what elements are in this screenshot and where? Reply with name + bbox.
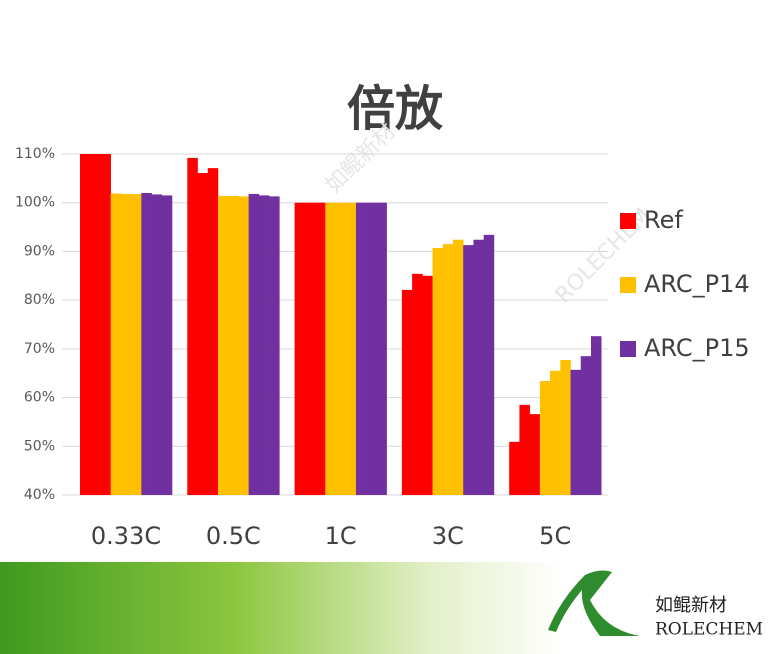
bar [570, 369, 582, 495]
bar [483, 234, 495, 495]
logo [548, 570, 640, 636]
y-tick-label: 40% [24, 487, 55, 503]
bar [120, 193, 132, 495]
bar [248, 193, 260, 495]
bar [304, 202, 316, 495]
legend-swatch [620, 341, 636, 357]
bar [315, 202, 326, 495]
bar [258, 195, 270, 495]
bar [197, 172, 209, 495]
legend-label: ARC_P14 [644, 270, 750, 298]
bar [187, 157, 198, 495]
bar [473, 239, 484, 495]
bar [80, 154, 91, 495]
chart-title: 倍放 [347, 81, 443, 137]
bar [325, 202, 336, 495]
legend-label: Ref [644, 206, 683, 234]
bar [560, 360, 571, 495]
bar [422, 275, 433, 495]
legend-swatch [620, 213, 636, 229]
bar [217, 195, 229, 495]
bar [238, 196, 249, 496]
x-tick-label: 0.33C [91, 522, 161, 550]
bar [539, 381, 551, 495]
bar [463, 245, 474, 495]
bar [509, 441, 520, 495]
bar [550, 370, 561, 495]
bar [590, 336, 602, 495]
legend-swatch [620, 277, 636, 293]
bar [207, 168, 219, 495]
bar [432, 248, 444, 495]
bar [161, 195, 173, 495]
bar [335, 202, 347, 495]
bar [580, 356, 592, 495]
y-tick-label: 100% [15, 195, 55, 211]
bar [269, 196, 280, 496]
bar [100, 154, 111, 495]
bar [376, 202, 387, 495]
bar [401, 289, 413, 495]
bar [366, 202, 377, 495]
plot-area: 40% 50% 60% 70% 80% 90% 100% 110% 0.33C 0.5C 1C 3C 5… [15, 146, 750, 550]
y-tick-label: 60% [24, 390, 55, 406]
y-tick-label: 80% [24, 292, 55, 308]
bar [90, 154, 101, 495]
legend-label: ARC_P15 [644, 334, 750, 362]
bar [151, 194, 163, 495]
bar [131, 193, 142, 495]
bar [519, 404, 530, 495]
brand-en: ROLECHEM [655, 620, 763, 640]
bar [345, 202, 357, 495]
bar [141, 192, 152, 495]
bar [529, 414, 541, 495]
x-tick-label: 1C [325, 522, 357, 550]
x-tick-label: 0.5C [206, 522, 261, 550]
bar [453, 239, 464, 495]
x-tick-label: 3C [432, 522, 464, 550]
watermark: ROLECHEM [551, 203, 656, 308]
brand-cn: 如鲲新材 [655, 595, 727, 616]
bar [110, 193, 122, 496]
footer-band [0, 562, 781, 654]
bar [294, 202, 306, 495]
bar [442, 244, 454, 495]
y-tick-label: 70% [24, 341, 55, 357]
bar [228, 195, 239, 495]
bar [355, 202, 367, 495]
x-tick-label: 5C [539, 522, 571, 550]
y-tick-label: 110% [15, 146, 55, 162]
bar [412, 273, 423, 495]
y-tick-label: 90% [24, 243, 55, 259]
y-tick-label: 50% [24, 438, 55, 454]
